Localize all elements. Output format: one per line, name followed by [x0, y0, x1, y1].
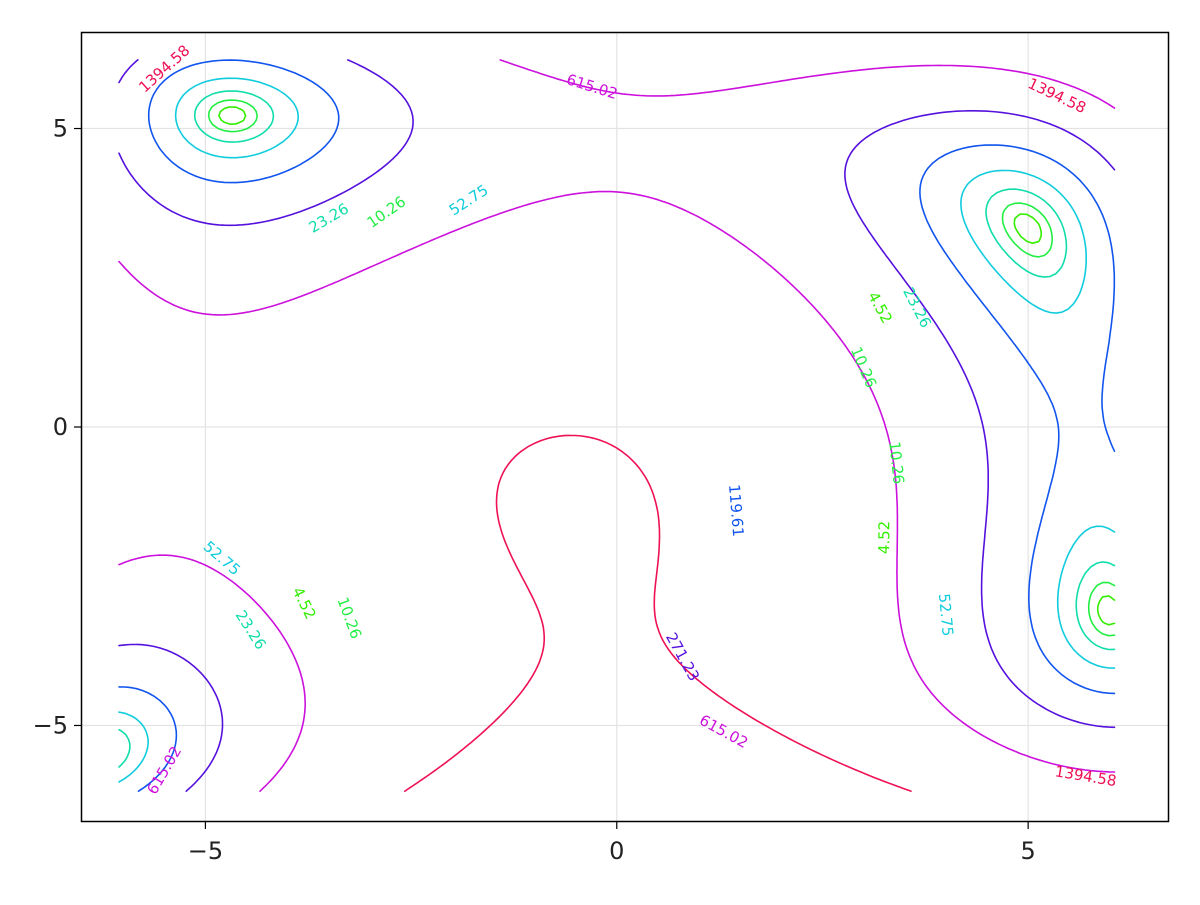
grid	[82, 33, 1168, 821]
contour-line-level-1394.58	[404, 434, 912, 792]
x-tick-label-2: 5	[1020, 837, 1035, 865]
contour-label-11: 119.61	[725, 484, 747, 538]
contour-line-level-10.26	[207, 99, 1116, 637]
y-tick-label-1: 0	[53, 413, 68, 441]
contour-line-level-23.26	[118, 90, 1116, 768]
contour-line-level-271.23	[118, 59, 1116, 792]
contour-line-level-119.61	[118, 59, 1116, 792]
contour-label-10: 4.52	[875, 521, 893, 555]
y-tick-label-2: 5	[53, 115, 68, 143]
contour-label-12: 52.75	[935, 593, 957, 637]
axis-ticks: −5 0 5 −5 0 5	[33, 115, 1036, 865]
x-tick-label-1: 0	[609, 837, 624, 865]
y-tick-label-0: −5	[33, 711, 68, 739]
contour-line-level-615.02	[118, 59, 1116, 792]
contour-line-level-52.75	[118, 77, 1116, 783]
x-tick-label-0: −5	[188, 837, 223, 865]
contour-lines	[118, 59, 1116, 792]
contour-line-level-4.52	[218, 106, 1116, 626]
contour-label-9: 10.26	[885, 440, 908, 485]
